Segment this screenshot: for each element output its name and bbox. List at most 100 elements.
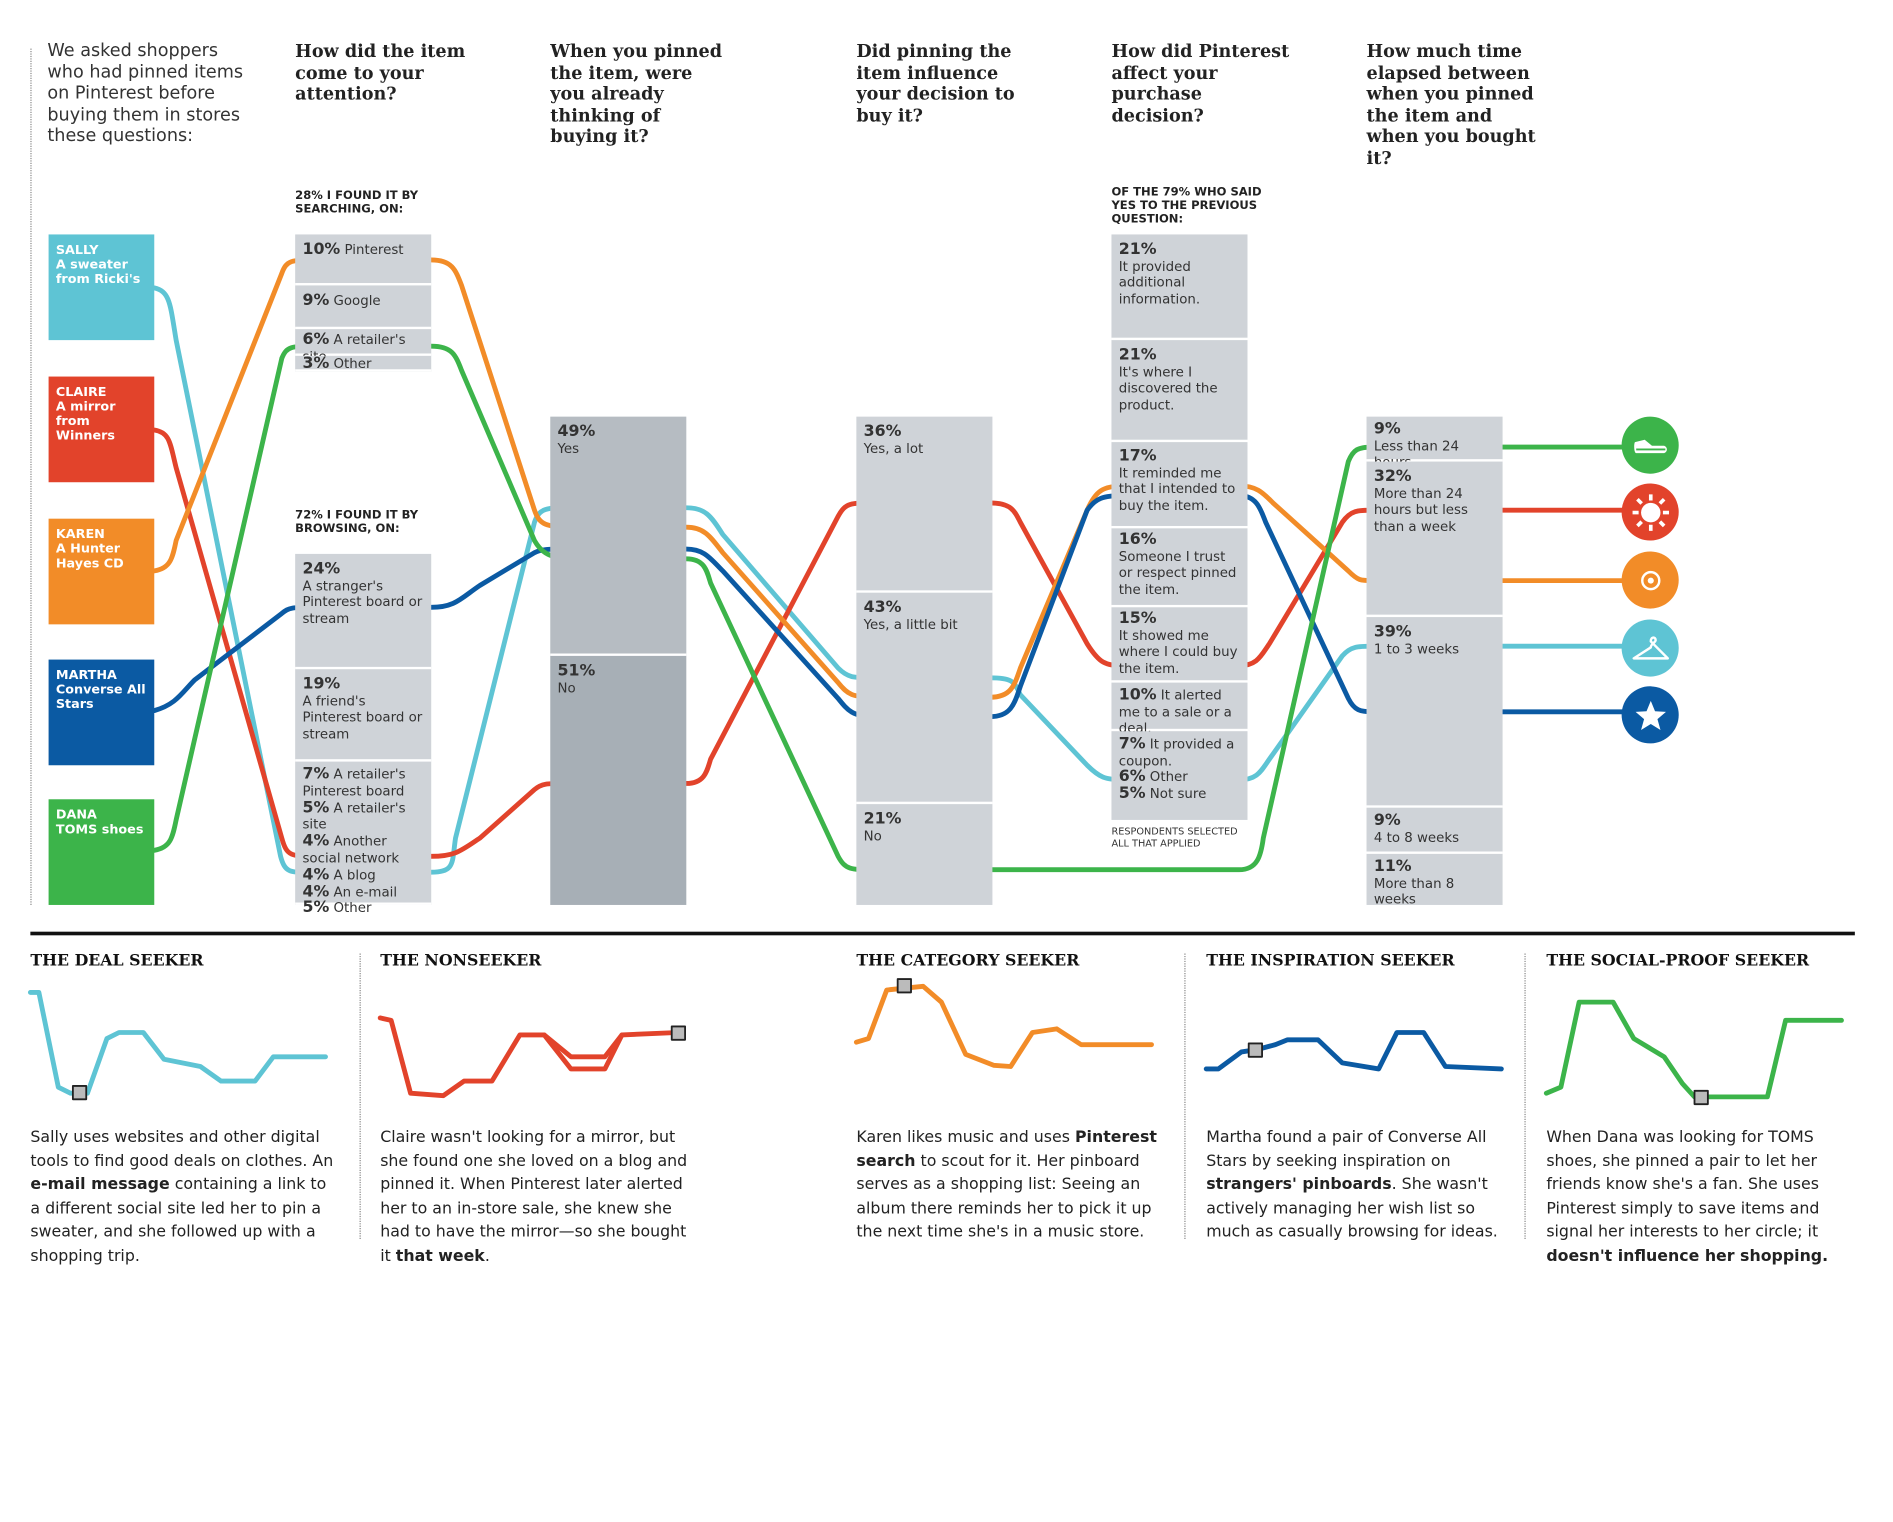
label: A retailer's Pinterest board — [302, 766, 406, 800]
sparkline-non-b — [541, 1032, 625, 1072]
pct: 10% — [1118, 686, 1157, 705]
seeker-title-non: THE NONSEEKER — [380, 952, 542, 971]
q2-cell-yes: 49% Yes — [550, 416, 687, 656]
person-martha: MARTHA Converse All Stars — [48, 659, 155, 766]
column-rule — [1184, 953, 1186, 1239]
row: 7% A retailer's Pinterest board — [302, 766, 423, 800]
seeker-text-category: Karen likes music and uses Pinterest sea… — [856, 1128, 1157, 1242]
pct: 10% — [302, 240, 341, 259]
sparkline-inspiration — [1203, 1030, 1504, 1072]
pct: 15% — [1118, 609, 1157, 628]
question-3: Did pinning the item influence your deci… — [856, 41, 1015, 126]
question-5: How much time elapsed between when you p… — [1366, 41, 1536, 169]
person-item: A mirror from Winners — [55, 399, 116, 444]
pct: 4% — [302, 882, 330, 901]
label: Google — [333, 292, 381, 309]
q1-search-label: 28% I FOUND IT BY SEARCHING, ON: — [295, 189, 419, 217]
label: An e-mail — [333, 883, 398, 900]
pct: 7% — [1118, 734, 1146, 754]
question-2: When you pinned the item, were you alrea… — [550, 41, 723, 147]
label: It provided a coupon. — [1118, 736, 1235, 769]
q3-cell: 21% No — [856, 804, 993, 905]
label: No — [557, 679, 576, 696]
person-item: TOMS shoes — [55, 822, 144, 837]
pct: 49% — [557, 422, 596, 441]
dana-flow-line — [151, 343, 1631, 873]
pct: 36% — [863, 422, 902, 441]
q5-cell: 39% 1 to 3 weeks — [1366, 617, 1503, 808]
pct: 21% — [1118, 240, 1157, 259]
seeker-title-social: THE SOCIAL-PROOF SEEKER — [1546, 952, 1810, 971]
marker-inspiration — [1247, 1042, 1263, 1058]
label: Someone I trust or respect pinned the it… — [1118, 548, 1237, 598]
label: Other — [333, 355, 372, 372]
q1-browse-cell: 24% A stranger's Pinterest board or strea… — [295, 553, 432, 670]
q4-cell: 16% Someone I trust or respect pinned the… — [1111, 528, 1248, 608]
q5-cell: 11% More than 8 weeks — [1366, 853, 1503, 908]
pct: 3% — [302, 354, 330, 373]
q4-cell: 17% It reminded me that I intended to buy… — [1111, 442, 1248, 529]
label: It reminded me that I intended to buy th… — [1118, 464, 1236, 514]
seeker-title-inspiration: THE INSPIRATION SEEKER — [1206, 952, 1455, 971]
label: Not sure — [1149, 785, 1207, 802]
row: 4% An e-mail — [302, 882, 423, 901]
q2-cell-no: 51% No — [550, 655, 687, 905]
q4-label: OF THE 79% WHO SAID YES TO THE PREVIOUS … — [1111, 185, 1262, 226]
q5-cell: 32% More than 24 hours but less than a we… — [1366, 461, 1503, 618]
sparkline-social — [1543, 999, 1844, 1100]
q4-cell: 21% It's where I discovered the product. — [1111, 340, 1248, 443]
pct: 9% — [1373, 811, 1401, 830]
cd-icon — [1621, 551, 1679, 609]
person-claire: CLAIRE A mirror from Winners — [48, 376, 155, 483]
label: Yes — [557, 440, 580, 457]
seeker-text-non: Claire wasn't looking for a mirror, but … — [380, 1128, 688, 1266]
label: It provided additional information. — [1118, 258, 1201, 307]
person-name: CLAIRE — [55, 385, 107, 400]
label: Other — [333, 900, 372, 917]
sparkline-non — [377, 1015, 681, 1099]
pct: 16% — [1118, 530, 1157, 550]
label: Yes, a little bit — [863, 616, 958, 633]
label: Another social network — [302, 833, 400, 867]
pct: 21% — [863, 810, 902, 829]
star-icon — [1621, 686, 1679, 744]
q4-note: RESPONDENTS SELECTED ALL THAT APPLIED — [1111, 825, 1238, 849]
seeker-sparklines — [27, 978, 1844, 1106]
marker-deal — [71, 1085, 88, 1101]
label: Pinterest — [344, 241, 404, 258]
pct: 43% — [863, 598, 902, 618]
pct: 9% — [302, 291, 330, 310]
person-name: DANA — [55, 807, 97, 823]
pct: 5% — [302, 798, 330, 817]
sparkline-category — [853, 983, 1154, 1069]
label: A friend's Pinterest board or stream — [302, 692, 423, 742]
q4-cell: 21% It provided additional information. — [1111, 234, 1248, 341]
pct: 21% — [1118, 346, 1157, 365]
section-divider — [30, 931, 1855, 936]
seeker-text-deal: Sally uses websites and other digital to… — [30, 1128, 334, 1266]
row: 5% Other — [302, 899, 423, 918]
row: 4% Another social network — [302, 833, 423, 868]
pct: 32% — [1373, 467, 1412, 486]
pct: 5% — [302, 899, 330, 918]
q1-browse-label: 72% I FOUND IT BY BROWSING, ON: — [295, 508, 419, 536]
row: 5% A retailer's site — [302, 800, 423, 834]
label: More than 8 weeks — [1373, 875, 1455, 908]
label: Other — [1149, 768, 1188, 785]
marker-social — [1693, 1089, 1709, 1106]
left-dotted-rule — [30, 48, 32, 905]
column-rule — [1524, 953, 1526, 1239]
seeker-title-deal: THE DEAL SEEKER — [30, 952, 204, 971]
q5-cell: 9% 4 to 8 weeks — [1366, 807, 1503, 854]
person-item: A sweater from Ricki's — [55, 257, 141, 287]
marker-non — [670, 1025, 687, 1041]
q3-cell: 43% Yes, a little bit — [856, 592, 993, 805]
question-1: How did the item come to your attention? — [295, 41, 466, 105]
pct: 5% — [1118, 784, 1146, 803]
label: No — [863, 827, 882, 844]
pct: 7% — [302, 765, 330, 784]
question-4: How did Pinterest affect your purchase d… — [1111, 41, 1290, 126]
pct: 39% — [1373, 623, 1412, 642]
q1-search-cell: 3% Other — [295, 354, 432, 373]
pct: 17% — [1118, 447, 1157, 466]
